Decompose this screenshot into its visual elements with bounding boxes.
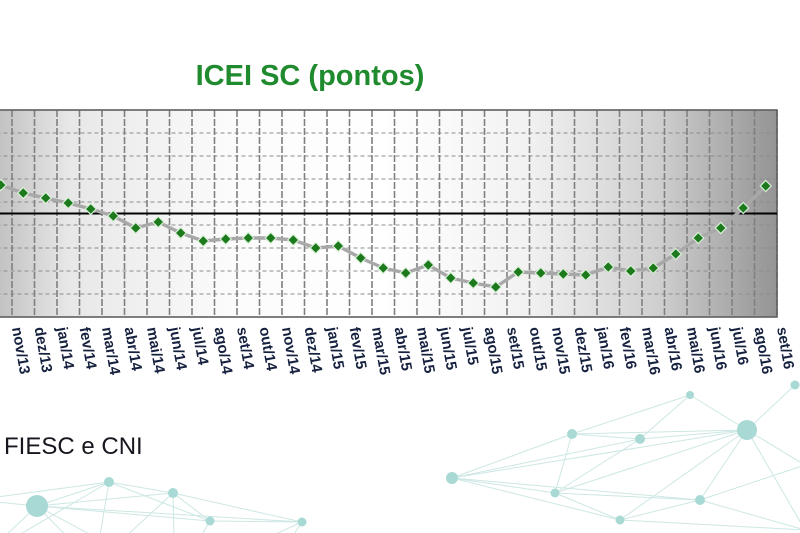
- svg-text:jan/16: jan/16: [593, 325, 617, 371]
- svg-text:ago/16: ago/16: [751, 326, 776, 376]
- svg-text:out/14: out/14: [256, 326, 281, 373]
- svg-text:dez/14: dez/14: [301, 326, 326, 375]
- svg-text:jul/15: jul/15: [458, 325, 482, 367]
- svg-text:abr/15: abr/15: [391, 326, 415, 372]
- svg-text:nov/14: nov/14: [278, 326, 303, 376]
- svg-text:jan/14: jan/14: [53, 325, 77, 371]
- svg-text:dez/15: dez/15: [571, 326, 596, 374]
- svg-text:fev/16: fev/16: [616, 326, 640, 371]
- svg-text:jul/16: jul/16: [728, 325, 752, 367]
- svg-text:jun/15: jun/15: [435, 325, 459, 372]
- svg-text:nov/13: nov/13: [8, 326, 33, 376]
- svg-text:fev/14: fev/14: [76, 326, 100, 371]
- svg-text:out/15: out/15: [526, 326, 550, 372]
- svg-text:mar/16: mar/16: [638, 326, 663, 377]
- svg-text:mai/15: mai/15: [413, 326, 438, 375]
- svg-text:jun/14: jun/14: [165, 325, 190, 372]
- svg-text:jul/14: jul/14: [188, 325, 212, 367]
- svg-text:abr/14: abr/14: [121, 326, 146, 373]
- svg-text:mai/14: mai/14: [143, 326, 168, 376]
- svg-text:abr/16: abr/16: [661, 326, 685, 372]
- svg-text:dez/13: dez/13: [31, 326, 56, 374]
- svg-text:set/16: set/16: [773, 326, 797, 371]
- svg-text:jan/15: jan/15: [323, 325, 347, 371]
- svg-text:ago/14: ago/14: [211, 326, 236, 376]
- svg-text:set/15: set/15: [503, 326, 527, 371]
- svg-text:mar/14: mar/14: [98, 326, 123, 377]
- svg-text:mai/16: mai/16: [683, 326, 708, 375]
- svg-text:mar/15: mar/15: [368, 326, 393, 377]
- svg-text:ago/15: ago/15: [481, 326, 506, 376]
- svg-text:set/14: set/14: [233, 326, 257, 371]
- svg-text:fev/15: fev/15: [346, 326, 370, 371]
- svg-text:jun/16: jun/16: [705, 325, 729, 372]
- svg-text:nov/15: nov/15: [548, 326, 573, 376]
